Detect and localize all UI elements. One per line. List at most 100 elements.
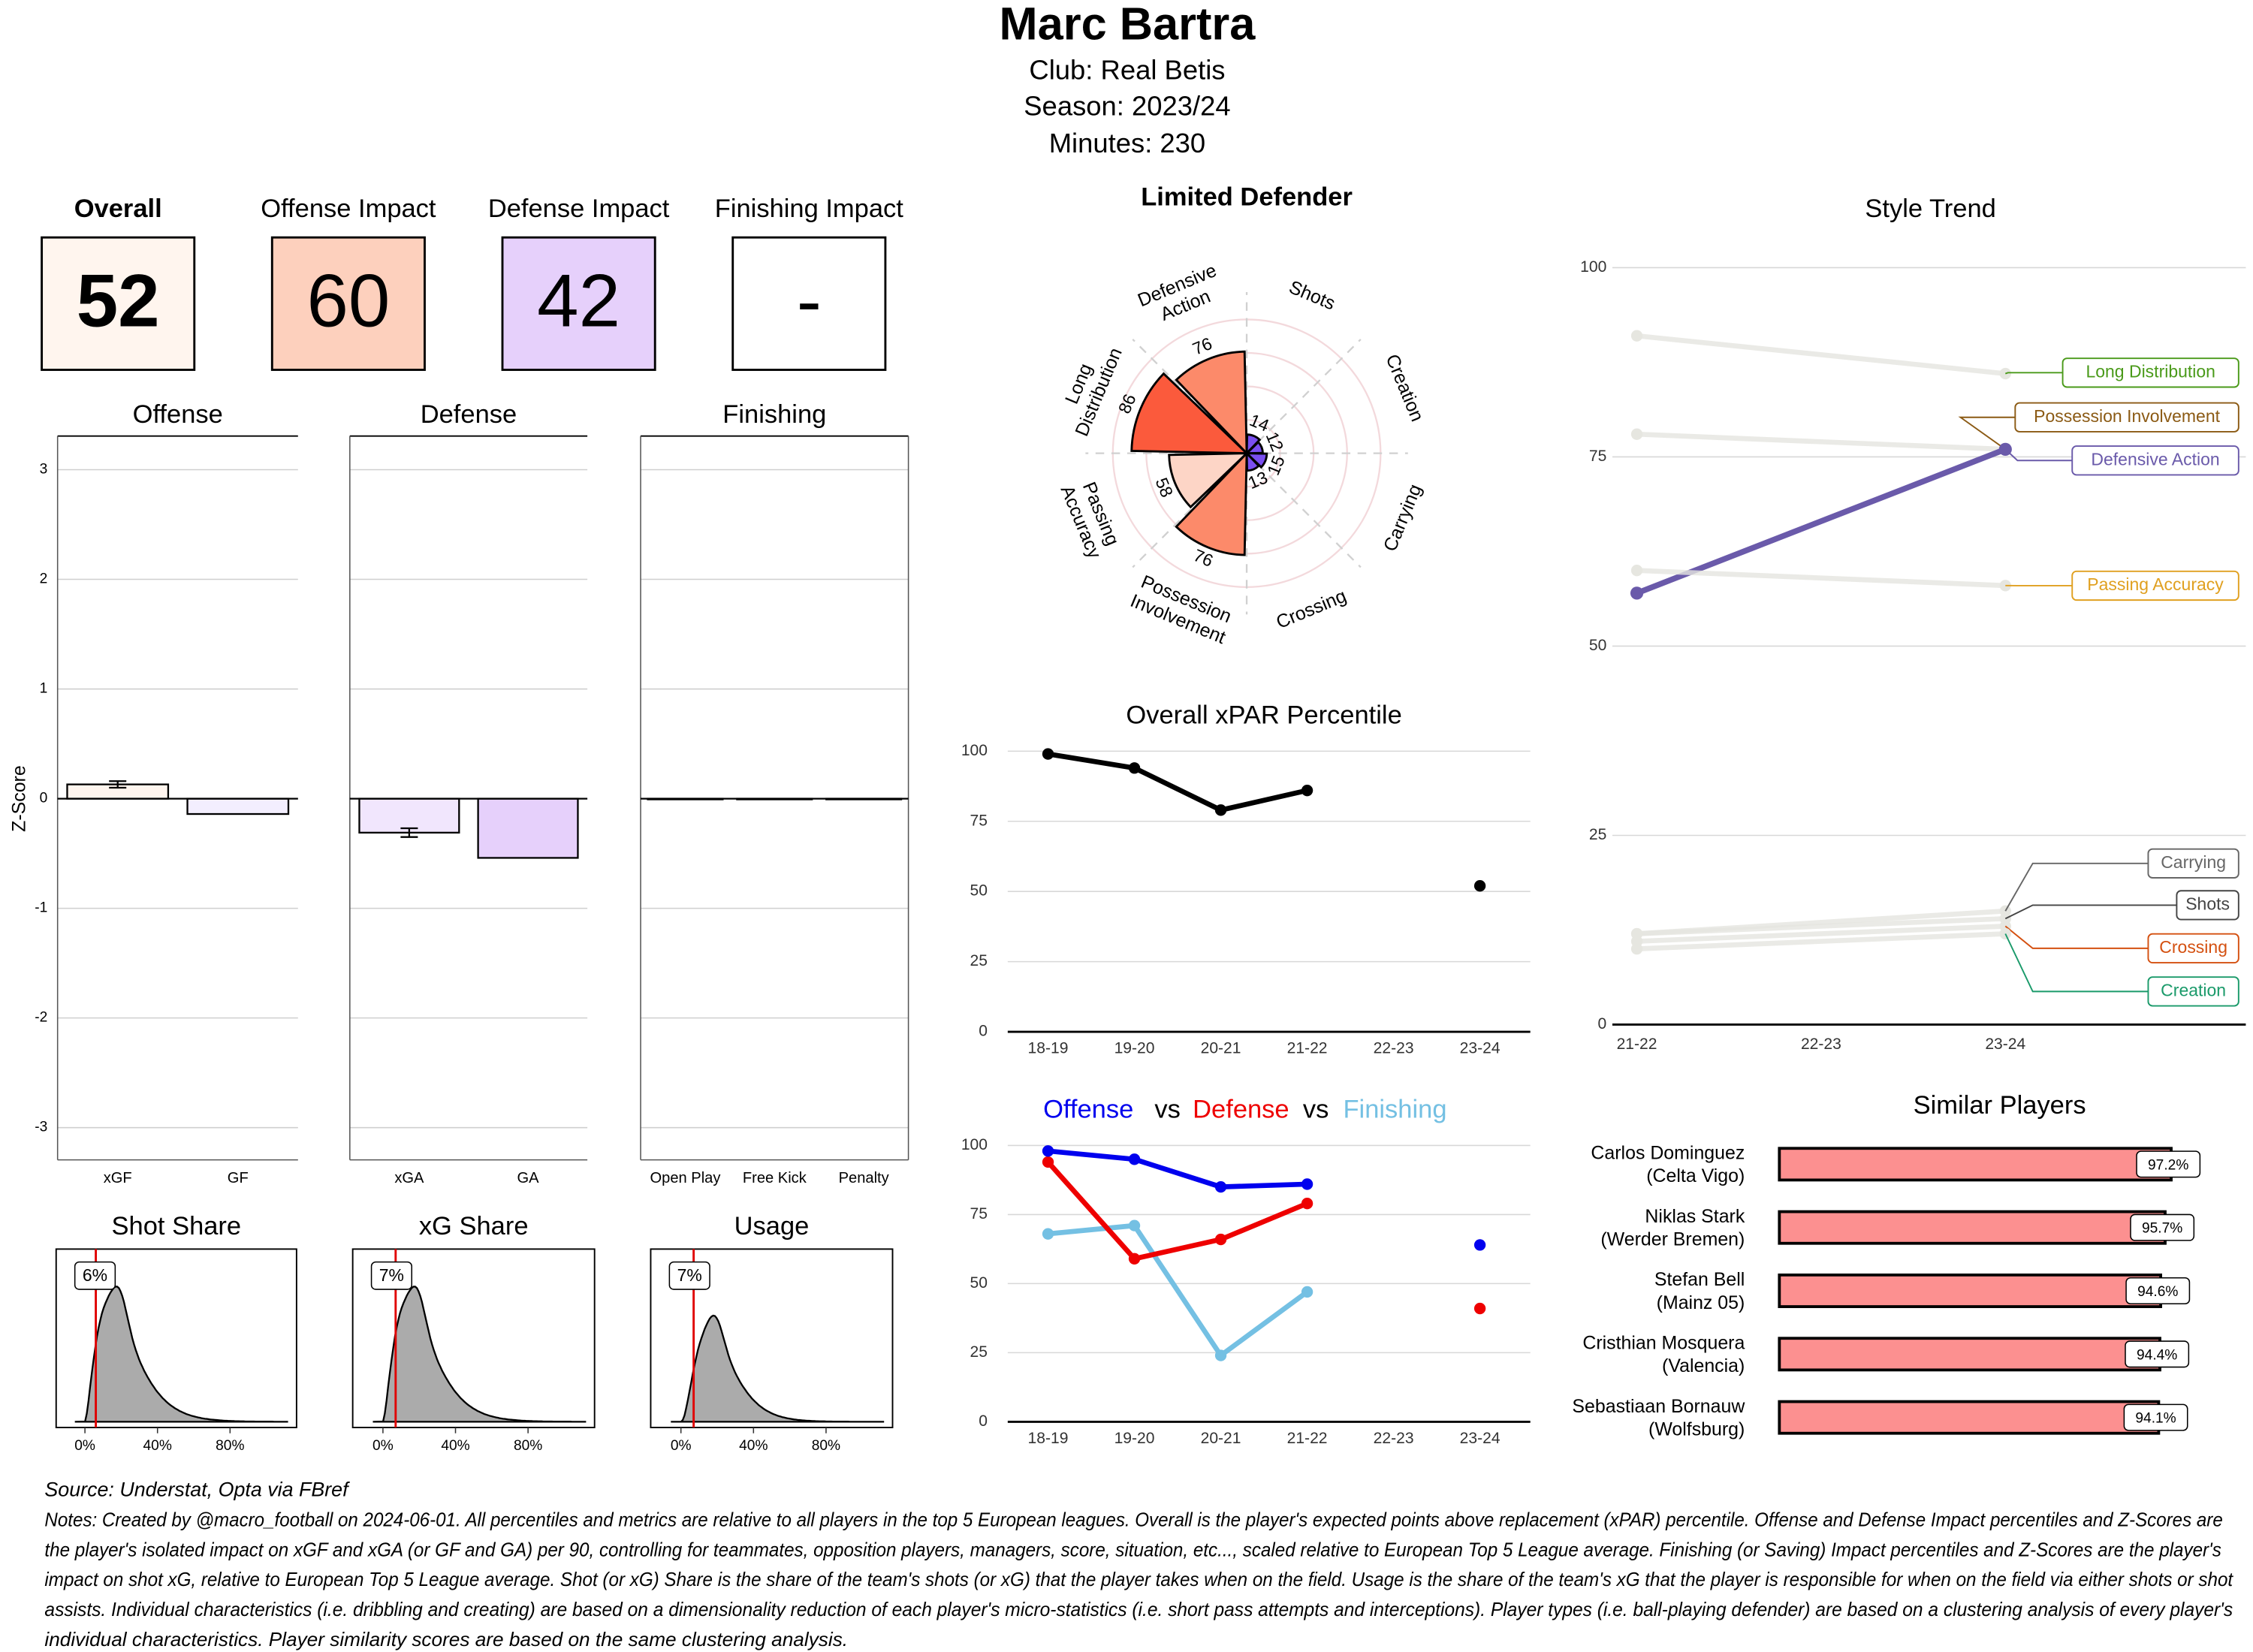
y-tick-label: 0 bbox=[979, 1023, 988, 1040]
series-label: Possession Involvement bbox=[2034, 406, 2220, 426]
style-series: Defensive Action bbox=[1630, 442, 2239, 600]
x-tick-label: Penalty bbox=[839, 1170, 890, 1186]
radar-chart: Limited Defender14Shots12Creation15Carry… bbox=[1057, 183, 1428, 649]
zscore-panel-finishing: Finishing Open Play Free Kick Penalty bbox=[640, 400, 909, 1186]
x-tick-label: 80% bbox=[514, 1438, 542, 1454]
x-tick-label: 40% bbox=[441, 1438, 469, 1454]
score-card: Offense Impact 60 bbox=[261, 194, 436, 371]
y-tick-label: 25 bbox=[970, 952, 988, 969]
series-line-defense bbox=[1046, 1160, 1308, 1262]
similar-player-row: Sebastiaan Bornauw(Wolfsburg) 94.1% bbox=[1572, 1396, 2188, 1439]
y-tick-label: -3 bbox=[35, 1120, 47, 1135]
x-tick-label: 19-20 bbox=[1114, 1040, 1155, 1057]
zscore-panels: Z-Score 3 2 1 0 -1 -2 -3 Offense xGF GF Defense xGA G… bbox=[8, 400, 909, 1186]
radar-category-label: Shots bbox=[1286, 276, 1338, 314]
player-club: (Celta Vigo) bbox=[1646, 1165, 1745, 1186]
density-curve bbox=[372, 1286, 587, 1423]
x-tick-label: 23-24 bbox=[1985, 1036, 2025, 1053]
y-tick-label: 100 bbox=[961, 1136, 988, 1153]
radar-value-label: 76 bbox=[1190, 333, 1215, 359]
style-trend-chart: Style Trend 0 25 50 75 100 21-22 22-23 23-24 Long… bbox=[1580, 194, 2246, 1053]
radar-title: Limited Defender bbox=[1141, 183, 1353, 212]
radar-spoke bbox=[1246, 339, 1362, 454]
data-point bbox=[1301, 785, 1313, 797]
style-series: Long Distribution bbox=[1630, 330, 2239, 388]
score-card-box bbox=[41, 236, 196, 371]
club-label: Club: Real Betis bbox=[1029, 54, 1225, 85]
similarity-label: 94.1% bbox=[2135, 1411, 2176, 1427]
data-point bbox=[1473, 880, 1486, 892]
style-trend-title: Style Trend bbox=[1865, 194, 1995, 223]
notes-text: the player's isolated impact on xGF and … bbox=[44, 1539, 2221, 1560]
similar-player-row: Cristhian Mosquera(Valencia) 94.4% bbox=[1582, 1332, 2190, 1376]
series-label-box bbox=[2147, 976, 2239, 1007]
series-line-offense bbox=[1048, 1148, 1307, 1189]
series-label-box bbox=[2014, 402, 2239, 433]
series-line-overall bbox=[1047, 751, 1308, 813]
y-tick-label: -1 bbox=[35, 900, 47, 916]
data-point bbox=[1473, 1302, 1486, 1315]
series-line bbox=[1636, 568, 2006, 589]
panel-title: Defense bbox=[421, 400, 517, 429]
data-point bbox=[1128, 1153, 1141, 1165]
y-tick-label: 50 bbox=[970, 1274, 988, 1292]
header: Marc Bartra Club: Real Betis Season: 2023/… bbox=[999, 0, 1256, 158]
player-name: Marc Bartra bbox=[999, 0, 1256, 50]
y-tick-label: -2 bbox=[35, 1010, 47, 1026]
y-tick-label: 75 bbox=[970, 812, 988, 829]
x-tick-label: 19-20 bbox=[1114, 1430, 1155, 1447]
similar-player-row: Niklas Stark(Werder Bremen) 95.7% bbox=[1600, 1206, 2195, 1250]
player-name: Sebastiaan Bornauw bbox=[1572, 1396, 1745, 1417]
style-series: Crossing bbox=[1630, 920, 2239, 964]
player-club: (Valencia) bbox=[1662, 1355, 1745, 1376]
x-tick-label: 80% bbox=[216, 1438, 244, 1454]
data-point bbox=[1473, 1239, 1486, 1251]
series-line bbox=[1636, 924, 2006, 944]
x-tick-label: 18-19 bbox=[1028, 1040, 1069, 1057]
data-point bbox=[1128, 1219, 1141, 1231]
score-card-value: 60 bbox=[306, 260, 390, 343]
error-bar bbox=[400, 827, 418, 838]
similarity-label: 95.7% bbox=[2142, 1221, 2182, 1237]
score-card: Defense Impact 42 bbox=[488, 194, 670, 371]
x-tick-label: 40% bbox=[739, 1438, 768, 1454]
value-label: 6% bbox=[83, 1265, 107, 1285]
score-card-title: Overall bbox=[74, 194, 162, 223]
player-name: Carlos Dominguez bbox=[1591, 1143, 1745, 1164]
y-tick-label: 0 bbox=[979, 1412, 988, 1430]
score-card-box bbox=[731, 236, 887, 371]
label-connector bbox=[2004, 372, 2063, 375]
series-label: Passing Accuracy bbox=[2087, 574, 2224, 594]
y-tick-label: 25 bbox=[1589, 826, 1606, 843]
series-label-box bbox=[2071, 445, 2239, 476]
data-point bbox=[1630, 586, 1644, 600]
value-label: 7% bbox=[677, 1265, 702, 1285]
y-tick-label: 75 bbox=[1589, 448, 1606, 465]
player-name: Niklas Stark bbox=[1645, 1206, 1745, 1227]
data-point bbox=[1128, 1253, 1141, 1265]
panel-title: Offense bbox=[133, 400, 223, 429]
x-tick-label: GF bbox=[228, 1170, 249, 1186]
x-tick-label: 20-21 bbox=[1201, 1430, 1241, 1447]
similarity-label: 94.6% bbox=[2137, 1284, 2178, 1300]
footer: Source: Understat, Opta via FBref Notes: … bbox=[44, 1478, 2233, 1650]
score-card-box bbox=[501, 236, 656, 371]
x-tick-label: 22-23 bbox=[1801, 1036, 1841, 1053]
value-label-box bbox=[74, 1261, 116, 1290]
style-series: Carrying bbox=[1630, 848, 2239, 940]
title-part: vs bbox=[1154, 1096, 1180, 1124]
series-line bbox=[1636, 333, 2006, 376]
similarity-label-box bbox=[2136, 1150, 2201, 1178]
score-card-value: 42 bbox=[537, 260, 620, 343]
x-tick-label: 0% bbox=[74, 1438, 95, 1454]
title-part: Finishing bbox=[1343, 1096, 1446, 1124]
data-point bbox=[1214, 1349, 1227, 1361]
x-tick-label: xGA bbox=[394, 1170, 424, 1186]
radar-value-label: 12 bbox=[1262, 429, 1288, 454]
zscore-panel-offense: Offense xGF GF bbox=[56, 400, 298, 1186]
style-series: Passing Accuracy bbox=[1630, 564, 2239, 601]
similarity-bar bbox=[1778, 1273, 2163, 1308]
series-label: Shots bbox=[2185, 894, 2230, 913]
player-name: Cristhian Mosquera bbox=[1582, 1332, 1745, 1353]
score-card-value: - bbox=[797, 260, 822, 343]
